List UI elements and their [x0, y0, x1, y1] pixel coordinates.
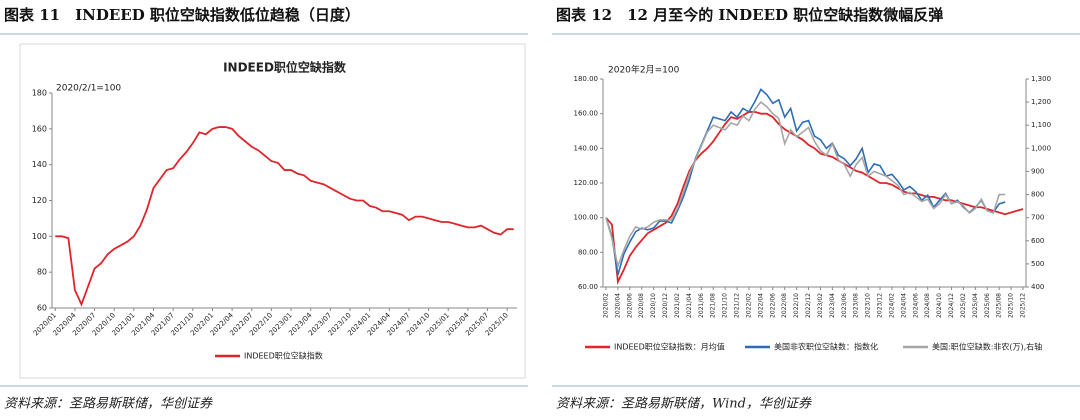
y-tick-label: 80 [37, 268, 47, 277]
y-tick-label: 180.00 [574, 75, 599, 83]
x-tick-label: 2021/08 [710, 293, 717, 318]
x-tick-label: 2025/04 [972, 293, 979, 318]
legend-label: 美国:职位空缺数:非农(万),右轴 [932, 342, 1042, 352]
x-tick-label: 2020/02 [602, 293, 609, 318]
source-note: 资料来源：圣路易斯联储，华创证券 [4, 397, 213, 412]
y2-tick-label: 400 [1031, 283, 1044, 291]
y2-tick-label: 600 [1031, 237, 1044, 245]
x-tick-label: 2023/06 [841, 293, 848, 318]
x-tick-label: 2022/06 [769, 293, 776, 318]
x-tick-label: 2025/10 [1008, 293, 1015, 318]
x-tick-label: 2021/06 [698, 293, 705, 318]
y2-tick-label: 1,300 [1031, 75, 1051, 83]
y2-tick-label: 700 [1031, 214, 1044, 222]
y-tick-label: 180 [32, 89, 47, 98]
chart-title: INDEED职位空缺指数 [223, 60, 347, 75]
x-tick-label: 2021/02 [674, 293, 681, 318]
x-tick-label: 2023/04 [829, 293, 836, 318]
y-tick-label: 60.00 [578, 283, 598, 291]
figure-caption: 图表 11 INDEED 职位空缺指数低位趋稳（日度） [4, 6, 360, 24]
y-tick-label: 140 [32, 160, 47, 169]
x-tick-label: 2023/10 [865, 293, 872, 318]
x-tick-label: 2021/04 [686, 293, 693, 318]
x-tick-label: 2023/08 [853, 293, 860, 318]
x-tick-label: 2024/02 [888, 293, 895, 318]
x-tick-label: 2020/04 [614, 293, 621, 318]
x-tick-label: 2021/12 [734, 293, 741, 318]
y2-tick-label: 1,200 [1031, 98, 1051, 106]
source-note: 资料来源：圣路易斯联储，Wind，华创证券 [556, 397, 812, 412]
x-tick-label: 2025/12 [1020, 293, 1027, 318]
y2-tick-label: 1,000 [1031, 144, 1051, 152]
x-tick-label: 2025/08 [996, 293, 1003, 318]
x-tick-label: 2020/10 [650, 293, 657, 318]
x-tick-label: 2022/12 [805, 293, 812, 318]
x-tick-label: 2024/04 [900, 293, 907, 318]
x-tick-label: 2022/10 [793, 293, 800, 318]
legend-label: 美国非农职位空缺数：指数化 [774, 342, 878, 352]
x-tick-label: 2022/08 [781, 293, 788, 318]
x-tick-label: 2023/02 [817, 293, 824, 318]
x-tick-label: 2024/08 [924, 293, 931, 318]
y-tick-label: 120.00 [574, 179, 599, 187]
annotation: 2020年2月=100 [608, 64, 680, 76]
y-tick-label: 160 [32, 124, 47, 133]
y-tick-label: 140.00 [574, 144, 599, 152]
x-tick-label: 2024/10 [936, 293, 943, 318]
y-tick-label: 160.00 [574, 110, 599, 118]
x-tick-label: 2020/08 [638, 293, 645, 318]
y-tick-label: 100 [32, 232, 47, 241]
annotation: 2020/2/1=100 [56, 84, 121, 94]
y2-tick-label: 900 [1031, 167, 1044, 175]
x-tick-label: 2022/04 [757, 293, 764, 318]
y-tick-label: 120 [32, 196, 47, 205]
x-tick-label: 2020/06 [626, 293, 633, 318]
x-tick-label: 2022/02 [745, 293, 752, 318]
y2-tick-label: 800 [1031, 191, 1044, 199]
y2-tick-label: 500 [1031, 260, 1044, 268]
series-line [605, 111, 1024, 286]
x-tick-label: 2023/12 [877, 293, 884, 318]
chart-frame [19, 43, 526, 379]
x-tick-label: 2025/06 [984, 293, 991, 318]
y2-tick-label: 1,100 [1031, 121, 1051, 129]
x-tick-label: 2024/06 [912, 293, 919, 318]
legend-label: INDEED职位空缺指数：月均值 [614, 342, 725, 352]
x-tick-label: 2021/10 [722, 293, 729, 318]
y-tick-label: 100.00 [574, 214, 599, 222]
x-tick-label: 2020/12 [662, 293, 669, 318]
y-tick-label: 80.00 [578, 248, 598, 256]
x-tick-label: 2025/02 [960, 293, 967, 318]
series-line [605, 88, 1006, 276]
y-tick-label: 60 [37, 304, 47, 313]
figure-caption: 图表 12 12 月至今的 INDEED 职位空缺指数微幅反弹 [556, 6, 943, 24]
series-line [55, 126, 514, 307]
series-line [605, 101, 1006, 270]
legend-label: INDEED职位空缺指数 [244, 351, 323, 361]
x-tick-label: 2024/12 [948, 293, 955, 318]
